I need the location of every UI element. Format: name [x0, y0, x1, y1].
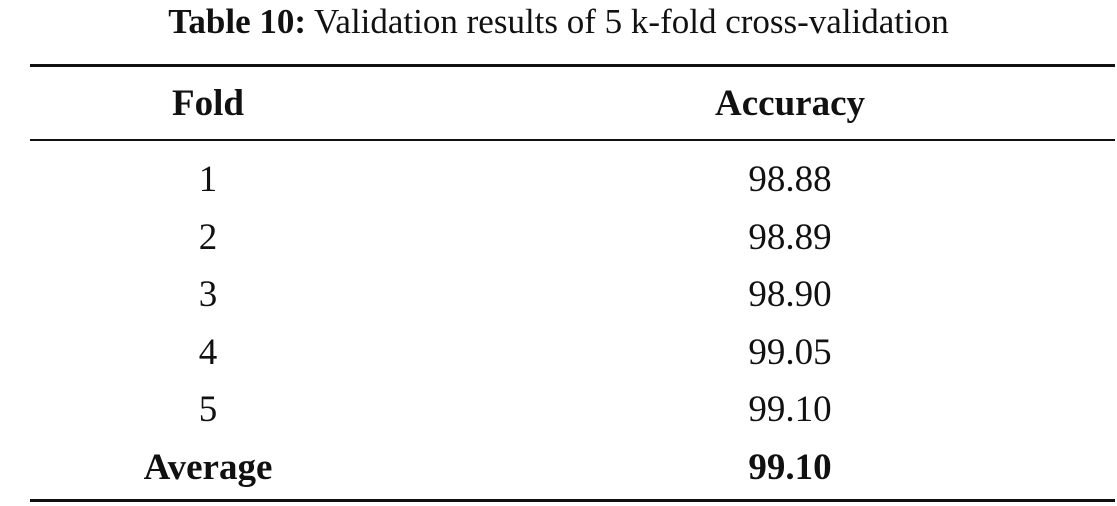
- header-cell: Accuracy: [715, 83, 865, 124]
- header-cell: Fold: [172, 83, 244, 124]
- table-cell: 4: [198, 331, 218, 373]
- table-cell: 5: [198, 389, 218, 431]
- caption-label: Table 10:: [168, 2, 307, 41]
- table-cell: 99.05: [748, 331, 832, 373]
- table-cell: 1: [198, 159, 218, 200]
- table-cell: 98.90: [748, 274, 832, 316]
- table-cell: 2: [198, 216, 218, 258]
- footer-cell: Average: [143, 447, 273, 488]
- table-caption: Table 10: Validation results of 5 k-fold …: [0, 0, 1117, 44]
- table-cell: 98.88: [748, 159, 832, 200]
- table-cell: 98.89: [748, 216, 832, 258]
- table-cell: 99.10: [748, 389, 832, 431]
- footer-cell: 99.10: [748, 447, 832, 488]
- mid-rule: [30, 139, 1115, 141]
- bottom-rule: [30, 499, 1115, 502]
- table-cell: 3: [198, 274, 218, 316]
- caption-text: Validation results of 5 k-fold cross-val…: [314, 2, 949, 41]
- top-rule: [30, 64, 1115, 67]
